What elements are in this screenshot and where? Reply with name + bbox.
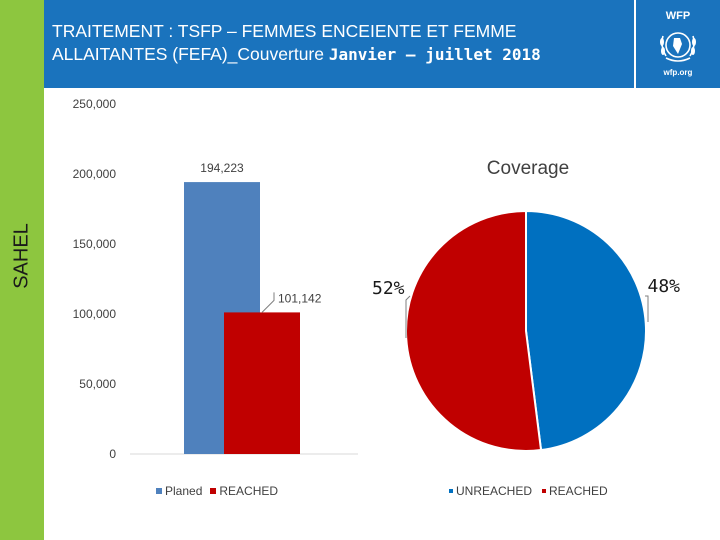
pie-slice-reached [406, 211, 541, 451]
legend-swatch-reached [210, 488, 216, 494]
legend-label-planed: Planed [165, 484, 202, 498]
pie-label-reached: 52% [372, 278, 405, 299]
legend-label-reached: REACHED [219, 484, 278, 498]
bar-legend: Planed REACHED [156, 484, 278, 498]
legend-swatch-planed [156, 488, 162, 494]
legend-swatch-pie-reached [542, 489, 546, 493]
pie-slice-unreached [526, 211, 646, 450]
legend-label-pie-reached: REACHED [549, 484, 608, 498]
pie-label-unreached: 48% [647, 276, 680, 297]
pie-title: Coverage [487, 158, 569, 179]
legend-swatch-unreached [449, 489, 453, 493]
legend-label-unreached: UNREACHED [456, 484, 532, 498]
pie-chart: Coverage 48% 52% [0, 0, 720, 540]
pie-legend: UNREACHED REACHED [449, 484, 608, 498]
